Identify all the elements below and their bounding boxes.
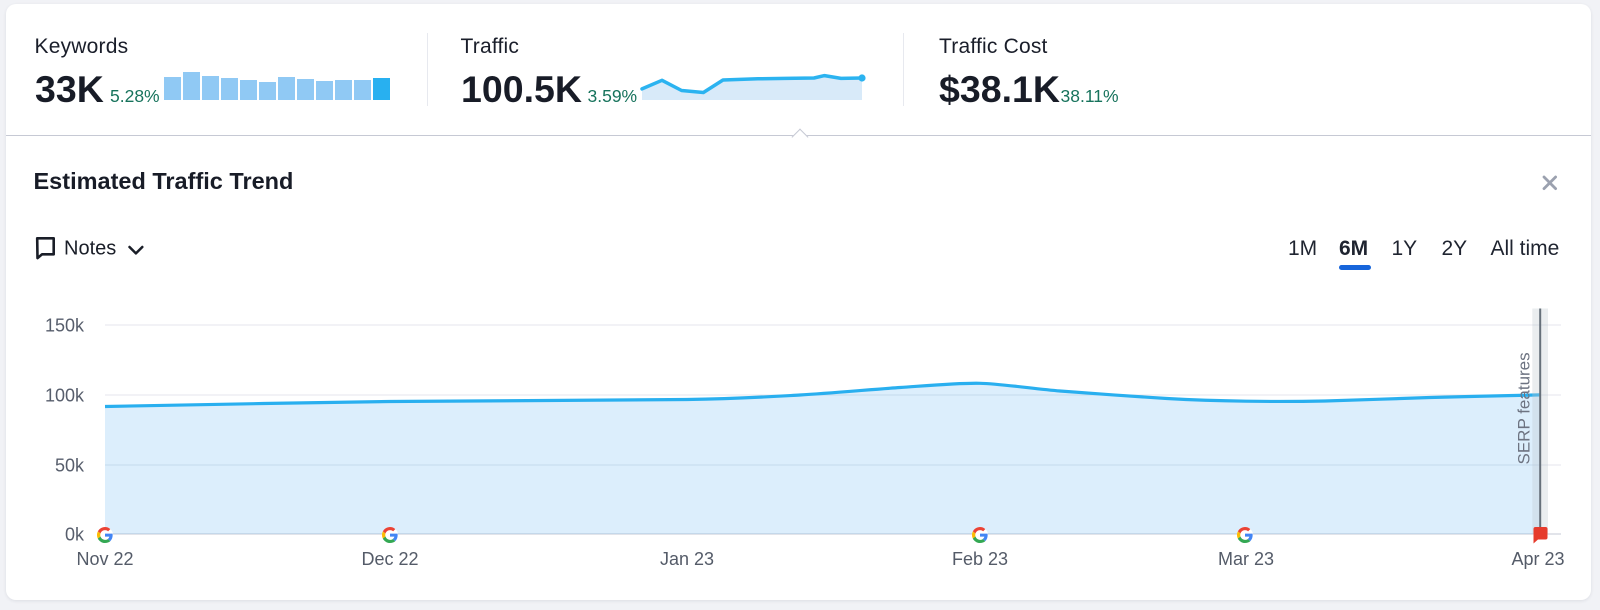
svg-text:100k: 100k	[45, 386, 85, 406]
svg-text:SERP features: SERP features	[1515, 352, 1534, 464]
svg-text:Nov 22: Nov 22	[76, 549, 133, 569]
svg-text:Feb 23: Feb 23	[952, 549, 1008, 569]
svg-text:Jan 23: Jan 23	[660, 549, 714, 569]
svg-text:Mar 23: Mar 23	[1218, 549, 1274, 569]
svg-text:Dec 22: Dec 22	[361, 549, 418, 569]
svg-text:0k: 0k	[65, 525, 85, 545]
svg-text:50k: 50k	[55, 456, 85, 476]
svg-text:Notes: Notes	[64, 238, 116, 260]
svg-text:150k: 150k	[45, 316, 85, 336]
svg-text:Apr 23: Apr 23	[1511, 549, 1564, 569]
